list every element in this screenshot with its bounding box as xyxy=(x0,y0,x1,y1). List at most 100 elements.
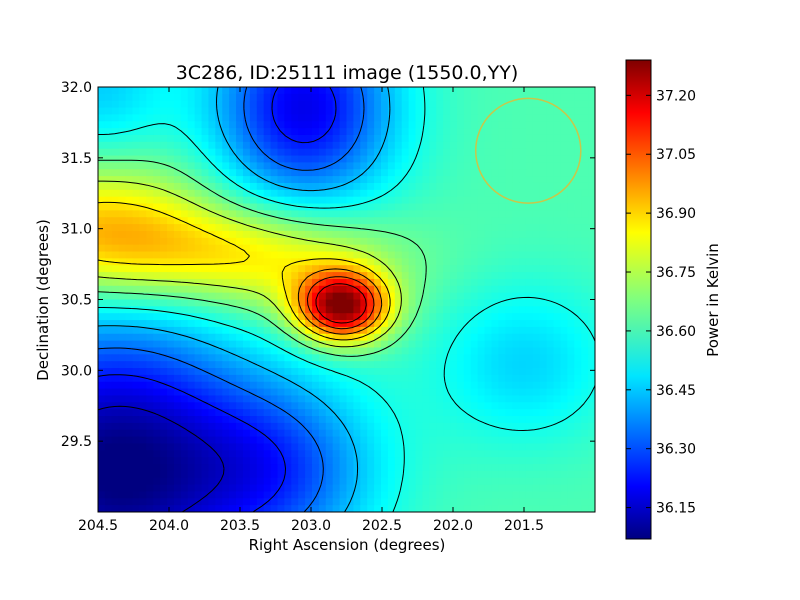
heatmap-cell xyxy=(491,230,499,239)
heatmap-cell xyxy=(525,306,534,314)
heatmap-cell xyxy=(539,374,548,383)
heatmap-cell xyxy=(194,450,203,458)
heatmap-cell xyxy=(187,114,196,122)
heatmap-cell xyxy=(215,422,223,431)
heatmap-cell xyxy=(311,450,320,458)
heatmap-cell xyxy=(546,326,555,335)
heatmap-cell xyxy=(519,388,527,397)
heatmap-cell xyxy=(484,210,493,218)
heatmap-cell xyxy=(519,395,527,403)
heatmap-cell xyxy=(132,87,141,95)
heatmap-cell xyxy=(387,182,396,191)
heatmap-cell xyxy=(553,505,562,512)
heatmap-cell xyxy=(167,409,175,417)
heatmap-cell xyxy=(305,258,313,266)
heatmap-cell xyxy=(360,477,368,486)
heatmap-cell xyxy=(491,155,499,163)
heatmap-cell xyxy=(222,100,230,109)
heatmap-cell xyxy=(477,121,486,129)
heatmap-cell xyxy=(519,134,527,143)
heatmap-cell xyxy=(111,505,120,512)
heatmap-cell xyxy=(139,443,147,451)
heatmap-cell xyxy=(574,107,582,116)
heatmap-cell xyxy=(415,361,424,369)
heatmap-cell xyxy=(201,128,210,136)
heatmap-cell xyxy=(470,265,479,273)
heatmap-cell xyxy=(277,443,285,451)
heatmap-cell xyxy=(505,121,513,129)
heatmap-cell xyxy=(491,333,499,342)
heatmap-cell xyxy=(429,340,437,349)
heatmap-cell xyxy=(560,340,568,349)
heatmap-cell xyxy=(104,354,113,362)
heatmap-cell xyxy=(311,196,320,205)
heatmap-cell xyxy=(284,484,292,493)
heatmap-cell xyxy=(146,272,154,280)
heatmap-cell xyxy=(546,368,555,376)
heatmap-cell xyxy=(477,505,486,512)
heatmap-cell xyxy=(546,429,555,438)
heatmap-cell xyxy=(588,395,595,403)
heatmap-cell xyxy=(98,326,106,335)
heatmap-cell xyxy=(291,203,299,211)
heatmap-cell xyxy=(180,203,189,211)
heatmap-cell xyxy=(381,484,389,493)
heatmap-cell xyxy=(215,436,223,445)
heatmap-cell xyxy=(160,388,168,397)
heatmap-cell xyxy=(98,169,106,177)
heatmap-cell xyxy=(512,326,520,335)
heatmap-cell xyxy=(525,374,534,383)
heatmap-cell xyxy=(215,87,223,95)
heatmap-cell xyxy=(394,114,403,122)
heatmap-cell xyxy=(256,292,265,301)
heatmap-cell xyxy=(470,477,479,486)
heatmap-cell xyxy=(153,464,161,472)
heatmap-cell xyxy=(270,313,279,321)
heatmap-cell xyxy=(139,409,147,417)
heatmap-cell xyxy=(298,464,306,472)
heatmap-cell xyxy=(581,217,589,225)
heatmap-cell xyxy=(532,313,541,321)
heatmap-cell xyxy=(567,93,575,102)
heatmap-cell xyxy=(167,333,175,342)
heatmap-cell xyxy=(532,429,541,438)
heatmap-cell xyxy=(132,237,141,246)
heatmap-cell xyxy=(111,210,120,218)
heatmap-cell xyxy=(436,402,444,410)
heatmap-cell xyxy=(215,491,223,499)
heatmap-cell xyxy=(560,251,568,259)
heatmap-cell xyxy=(139,148,147,157)
heatmap-cell xyxy=(560,491,568,499)
heatmap-cell xyxy=(325,258,334,266)
heatmap-cell xyxy=(450,395,458,403)
heatmap-cell xyxy=(132,210,141,218)
heatmap-cell xyxy=(291,436,299,445)
heatmap-cell xyxy=(429,361,437,369)
heatmap-cell xyxy=(525,265,534,273)
heatmap-cell xyxy=(132,299,141,307)
heatmap-cell xyxy=(98,230,106,239)
heatmap-cell xyxy=(443,230,451,239)
heatmap-cell xyxy=(284,354,292,362)
heatmap-cell xyxy=(532,409,541,417)
heatmap-cell xyxy=(291,340,299,349)
heatmap-cell xyxy=(215,162,223,170)
heatmap-cell xyxy=(408,128,417,136)
heatmap-cell xyxy=(194,299,203,307)
heatmap-cell xyxy=(381,169,389,177)
heatmap-cell xyxy=(346,217,354,225)
heatmap-cell xyxy=(498,265,506,273)
heatmap-cell xyxy=(256,306,265,314)
heatmap-cell xyxy=(588,203,595,211)
heatmap-cell xyxy=(291,121,299,129)
heatmap-cell xyxy=(422,395,430,403)
heatmap-cell xyxy=(125,141,134,150)
heatmap-cell xyxy=(291,333,299,342)
heatmap-cell xyxy=(560,203,568,211)
heatmap-cell xyxy=(394,182,403,191)
heatmap-cell xyxy=(222,484,230,493)
heatmap-cell xyxy=(450,340,458,349)
heatmap-cell xyxy=(194,505,203,512)
heatmap-cell xyxy=(353,141,361,150)
heatmap-cell xyxy=(125,128,134,136)
